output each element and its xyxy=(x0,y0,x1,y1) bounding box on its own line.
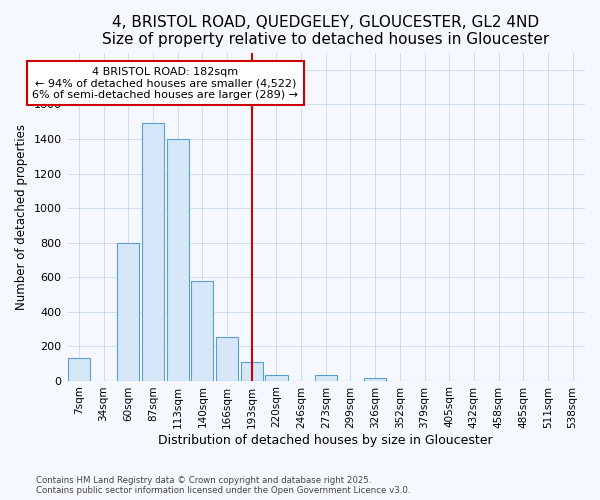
Bar xyxy=(241,362,263,380)
Bar xyxy=(68,358,90,380)
Bar xyxy=(314,376,337,380)
Text: 4 BRISTOL ROAD: 182sqm
← 94% of detached houses are smaller (4,522)
6% of semi-d: 4 BRISTOL ROAD: 182sqm ← 94% of detached… xyxy=(32,66,298,100)
X-axis label: Distribution of detached houses by size in Gloucester: Distribution of detached houses by size … xyxy=(158,434,493,448)
Bar xyxy=(265,374,287,380)
Bar xyxy=(142,124,164,380)
Bar xyxy=(216,338,238,380)
Y-axis label: Number of detached properties: Number of detached properties xyxy=(15,124,28,310)
Text: Contains HM Land Registry data © Crown copyright and database right 2025.
Contai: Contains HM Land Registry data © Crown c… xyxy=(36,476,410,495)
Title: 4, BRISTOL ROAD, QUEDGELEY, GLOUCESTER, GL2 4ND
Size of property relative to det: 4, BRISTOL ROAD, QUEDGELEY, GLOUCESTER, … xyxy=(102,15,550,48)
Bar xyxy=(364,378,386,380)
Bar xyxy=(191,282,214,380)
Bar xyxy=(167,139,189,380)
Bar xyxy=(117,242,139,380)
